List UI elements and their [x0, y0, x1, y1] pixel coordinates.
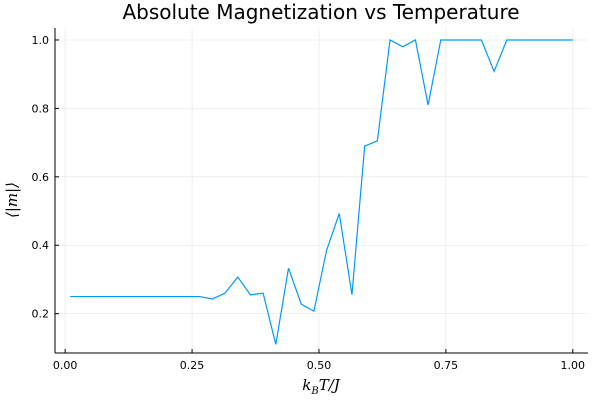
x-tick-label: 0.75 — [434, 359, 459, 372]
x-tick-label: 0.00 — [53, 359, 78, 372]
grid-layer — [55, 28, 588, 353]
y-tick-label: 1.0 — [32, 34, 50, 47]
y-tick-label: 0.4 — [32, 239, 50, 252]
y-tick-label: 0.6 — [32, 171, 50, 184]
y-tick-label: 0.8 — [32, 102, 50, 115]
tick-layer: 0.00 0.25 0.50 0.75 1.00 0.2 0.4 0.6 0.8 1.0 — [32, 34, 586, 372]
series-layer — [70, 39, 573, 345]
x-tick-label: 0.25 — [180, 359, 205, 372]
series-line — [70, 39, 573, 345]
y-tick-label: 0.2 — [32, 308, 50, 321]
axis-layer — [54, 28, 588, 354]
x-axis-label: kBT/J — [302, 376, 341, 397]
x-tick-label: 0.50 — [307, 359, 332, 372]
chart-title: Absolute Magnetization vs Temperature — [122, 0, 519, 24]
x-tick-label: 1.00 — [561, 359, 586, 372]
y-axis-label: ⟨|m|⟩ — [3, 182, 21, 218]
